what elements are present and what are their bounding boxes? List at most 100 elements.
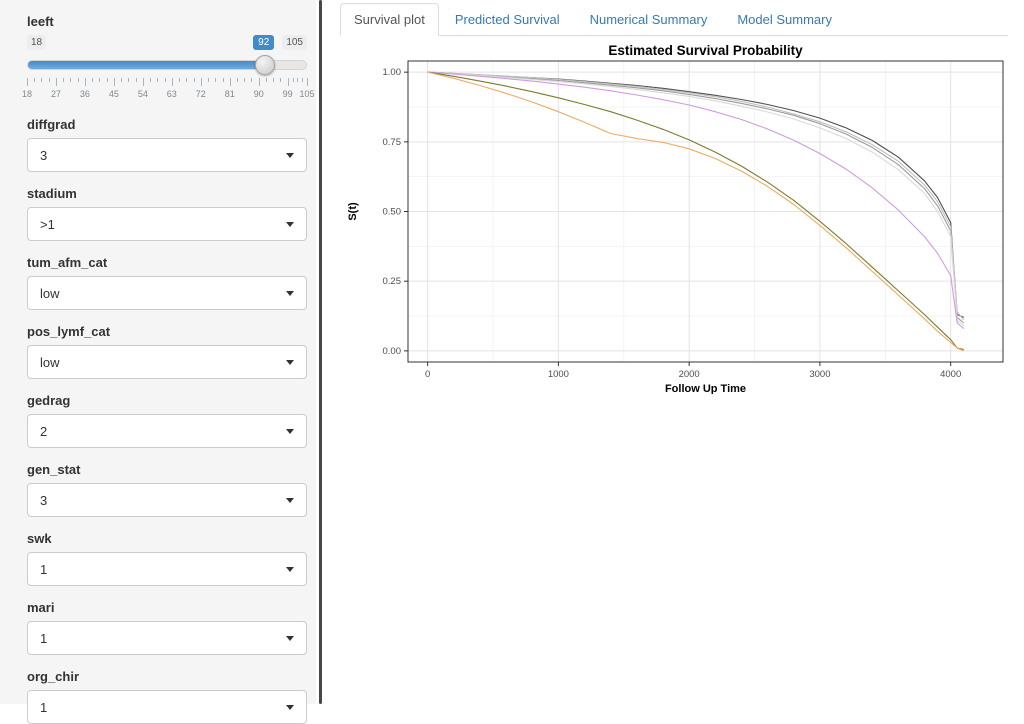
- select-mari[interactable]: 1: [27, 621, 307, 655]
- slider-tick: [200, 78, 202, 86]
- select-label-org-chir: org_chir: [27, 669, 80, 684]
- x-tick-label: 1000: [548, 369, 569, 380]
- slider-tick: [297, 78, 299, 82]
- slider-tick-label: 36: [79, 89, 90, 99]
- slider-tick-label: 99: [282, 89, 293, 99]
- chevron-down-icon: [286, 635, 294, 641]
- select-label-swk: swk: [27, 531, 52, 546]
- slider-min-label: 18: [27, 35, 47, 50]
- slider-tick: [142, 78, 144, 86]
- slider-tick-label: 90: [253, 89, 264, 99]
- series-survival-light-gray: [427, 71, 965, 321]
- slider-tick: [171, 78, 173, 86]
- slider-tick: [135, 78, 137, 82]
- chevron-down-icon: [286, 221, 294, 227]
- select-label-tum-afm-cat: tum_afm_cat: [27, 255, 108, 270]
- slider-tick: [164, 78, 166, 82]
- chevron-down-icon: [286, 152, 294, 158]
- slider-tick: [77, 78, 79, 82]
- slider-tick: [265, 78, 267, 82]
- slider-handle[interactable]: [255, 55, 276, 75]
- series-survival-violet: [427, 71, 965, 330]
- slider-tick: [273, 78, 275, 82]
- tab-survival-plot[interactable]: Survival plot: [340, 3, 439, 36]
- x-tick-label: 3000: [809, 369, 830, 380]
- select-diffgrad[interactable]: 3: [27, 138, 307, 172]
- input-group-org-chir: org_chir 1: [27, 669, 307, 724]
- slider-tick: [287, 78, 289, 86]
- slider-tick: [302, 78, 304, 82]
- series-survival-orange: [427, 71, 965, 352]
- select-list: diffgrad 3 stadium >1 tum_afm_cat low po…: [27, 117, 307, 724]
- series-survival-olive: [427, 71, 964, 351]
- y-tick-label: 0.75: [383, 137, 402, 148]
- slider-value-label: 92: [253, 35, 275, 50]
- slider-label: leeft: [27, 14, 54, 29]
- slider-tick: [186, 78, 188, 82]
- tab-bar: Survival plot Predicted Survival Numerical…: [340, 0, 1008, 36]
- select-label-stadium: stadium: [27, 186, 77, 201]
- slider-tick: [113, 78, 115, 86]
- select-stadium[interactable]: >1: [27, 207, 307, 241]
- slider-tick: [106, 78, 108, 82]
- input-group-gen-stat: gen_stat 3: [27, 462, 307, 517]
- sidebar-scrollbar-track[interactable]: [316, 0, 325, 704]
- select-value-swk: 1: [40, 561, 48, 577]
- slider-bar: [28, 61, 265, 69]
- select-org-chir[interactable]: 1: [27, 690, 307, 724]
- select-gedrag[interactable]: 2: [27, 414, 307, 448]
- leeft-slider[interactable]: 18 105 92 18 27 36 45 54 63 72 81 90 99 105: [22, 35, 315, 117]
- slider-tick: [48, 78, 50, 82]
- sidebar-scrollbar-thumb[interactable]: [319, 0, 322, 704]
- slider-tick: [307, 78, 308, 86]
- sidebar: leeft 18 105 92 18 27 36 45 54 63 72 81 90 99 105 …: [0, 0, 316, 724]
- slider-tick-label: 105: [299, 89, 315, 99]
- slider-tick: [55, 78, 57, 86]
- slider-tick: [121, 78, 123, 82]
- select-label-gedrag: gedrag: [27, 393, 71, 408]
- slider-tick: [150, 78, 152, 82]
- slider-tick: [99, 78, 101, 82]
- slider-tick: [244, 78, 246, 82]
- select-swk[interactable]: 1: [27, 552, 307, 586]
- chart-title: Estimated Survival Probability: [608, 43, 803, 58]
- slider-tick: [63, 78, 65, 82]
- slider-tick: [193, 78, 195, 82]
- select-pos-lymf-cat[interactable]: low: [27, 345, 307, 379]
- y-axis-title: S(t): [347, 202, 359, 221]
- select-value-mari: 1: [40, 630, 48, 646]
- select-gen-stat[interactable]: 3: [27, 483, 307, 517]
- tab-numerical-summary[interactable]: Numerical Summary: [589, 12, 708, 27]
- tab-model-summary[interactable]: Model Summary: [737, 12, 832, 27]
- select-value-diffgrad: 3: [40, 147, 48, 163]
- slider-tick: [128, 78, 130, 82]
- select-tum-afm-cat[interactable]: low: [27, 276, 307, 310]
- input-group-diffgrad: diffgrad 3: [27, 117, 307, 172]
- slider-tick: [208, 78, 210, 82]
- slider-tick: [229, 78, 231, 86]
- series-survival-lighter-gray: [427, 71, 965, 327]
- series-survival-gray: [427, 71, 965, 324]
- slider-tick: [237, 78, 238, 82]
- select-label-gen-stat: gen_stat: [27, 462, 81, 477]
- tab-predicted-survival[interactable]: Predicted Survival: [454, 12, 560, 27]
- slider-track[interactable]: [27, 60, 307, 70]
- input-group-swk: swk 1: [27, 531, 307, 586]
- select-label-mari: mari: [27, 600, 55, 615]
- select-value-stadium: >1: [40, 216, 55, 232]
- survival-plot: 0 1000 2000 3000 4000 0.00 0.25 0.50 0.75 1.00 Fol…: [347, 60, 1004, 394]
- slider-tick: [70, 78, 72, 82]
- chevron-down-icon: [286, 704, 294, 710]
- chevron-down-icon: [286, 359, 294, 365]
- input-group-mari: mari 1: [27, 600, 307, 655]
- slider-tick: [92, 78, 94, 82]
- chevron-down-icon: [286, 497, 294, 503]
- y-tick-label: 0.00: [383, 346, 402, 357]
- slider-tick-label: 27: [50, 89, 61, 99]
- slider-tick-label: 72: [195, 89, 206, 99]
- select-label-pos-lymf-cat: pos_lymf_cat: [27, 324, 111, 339]
- slider-tick: [34, 78, 36, 82]
- main-panel: Survival plot Predicted Survival Numerical…: [340, 0, 1008, 704]
- input-group-gedrag: gedrag 2: [27, 393, 307, 448]
- slider-tick: [157, 78, 159, 82]
